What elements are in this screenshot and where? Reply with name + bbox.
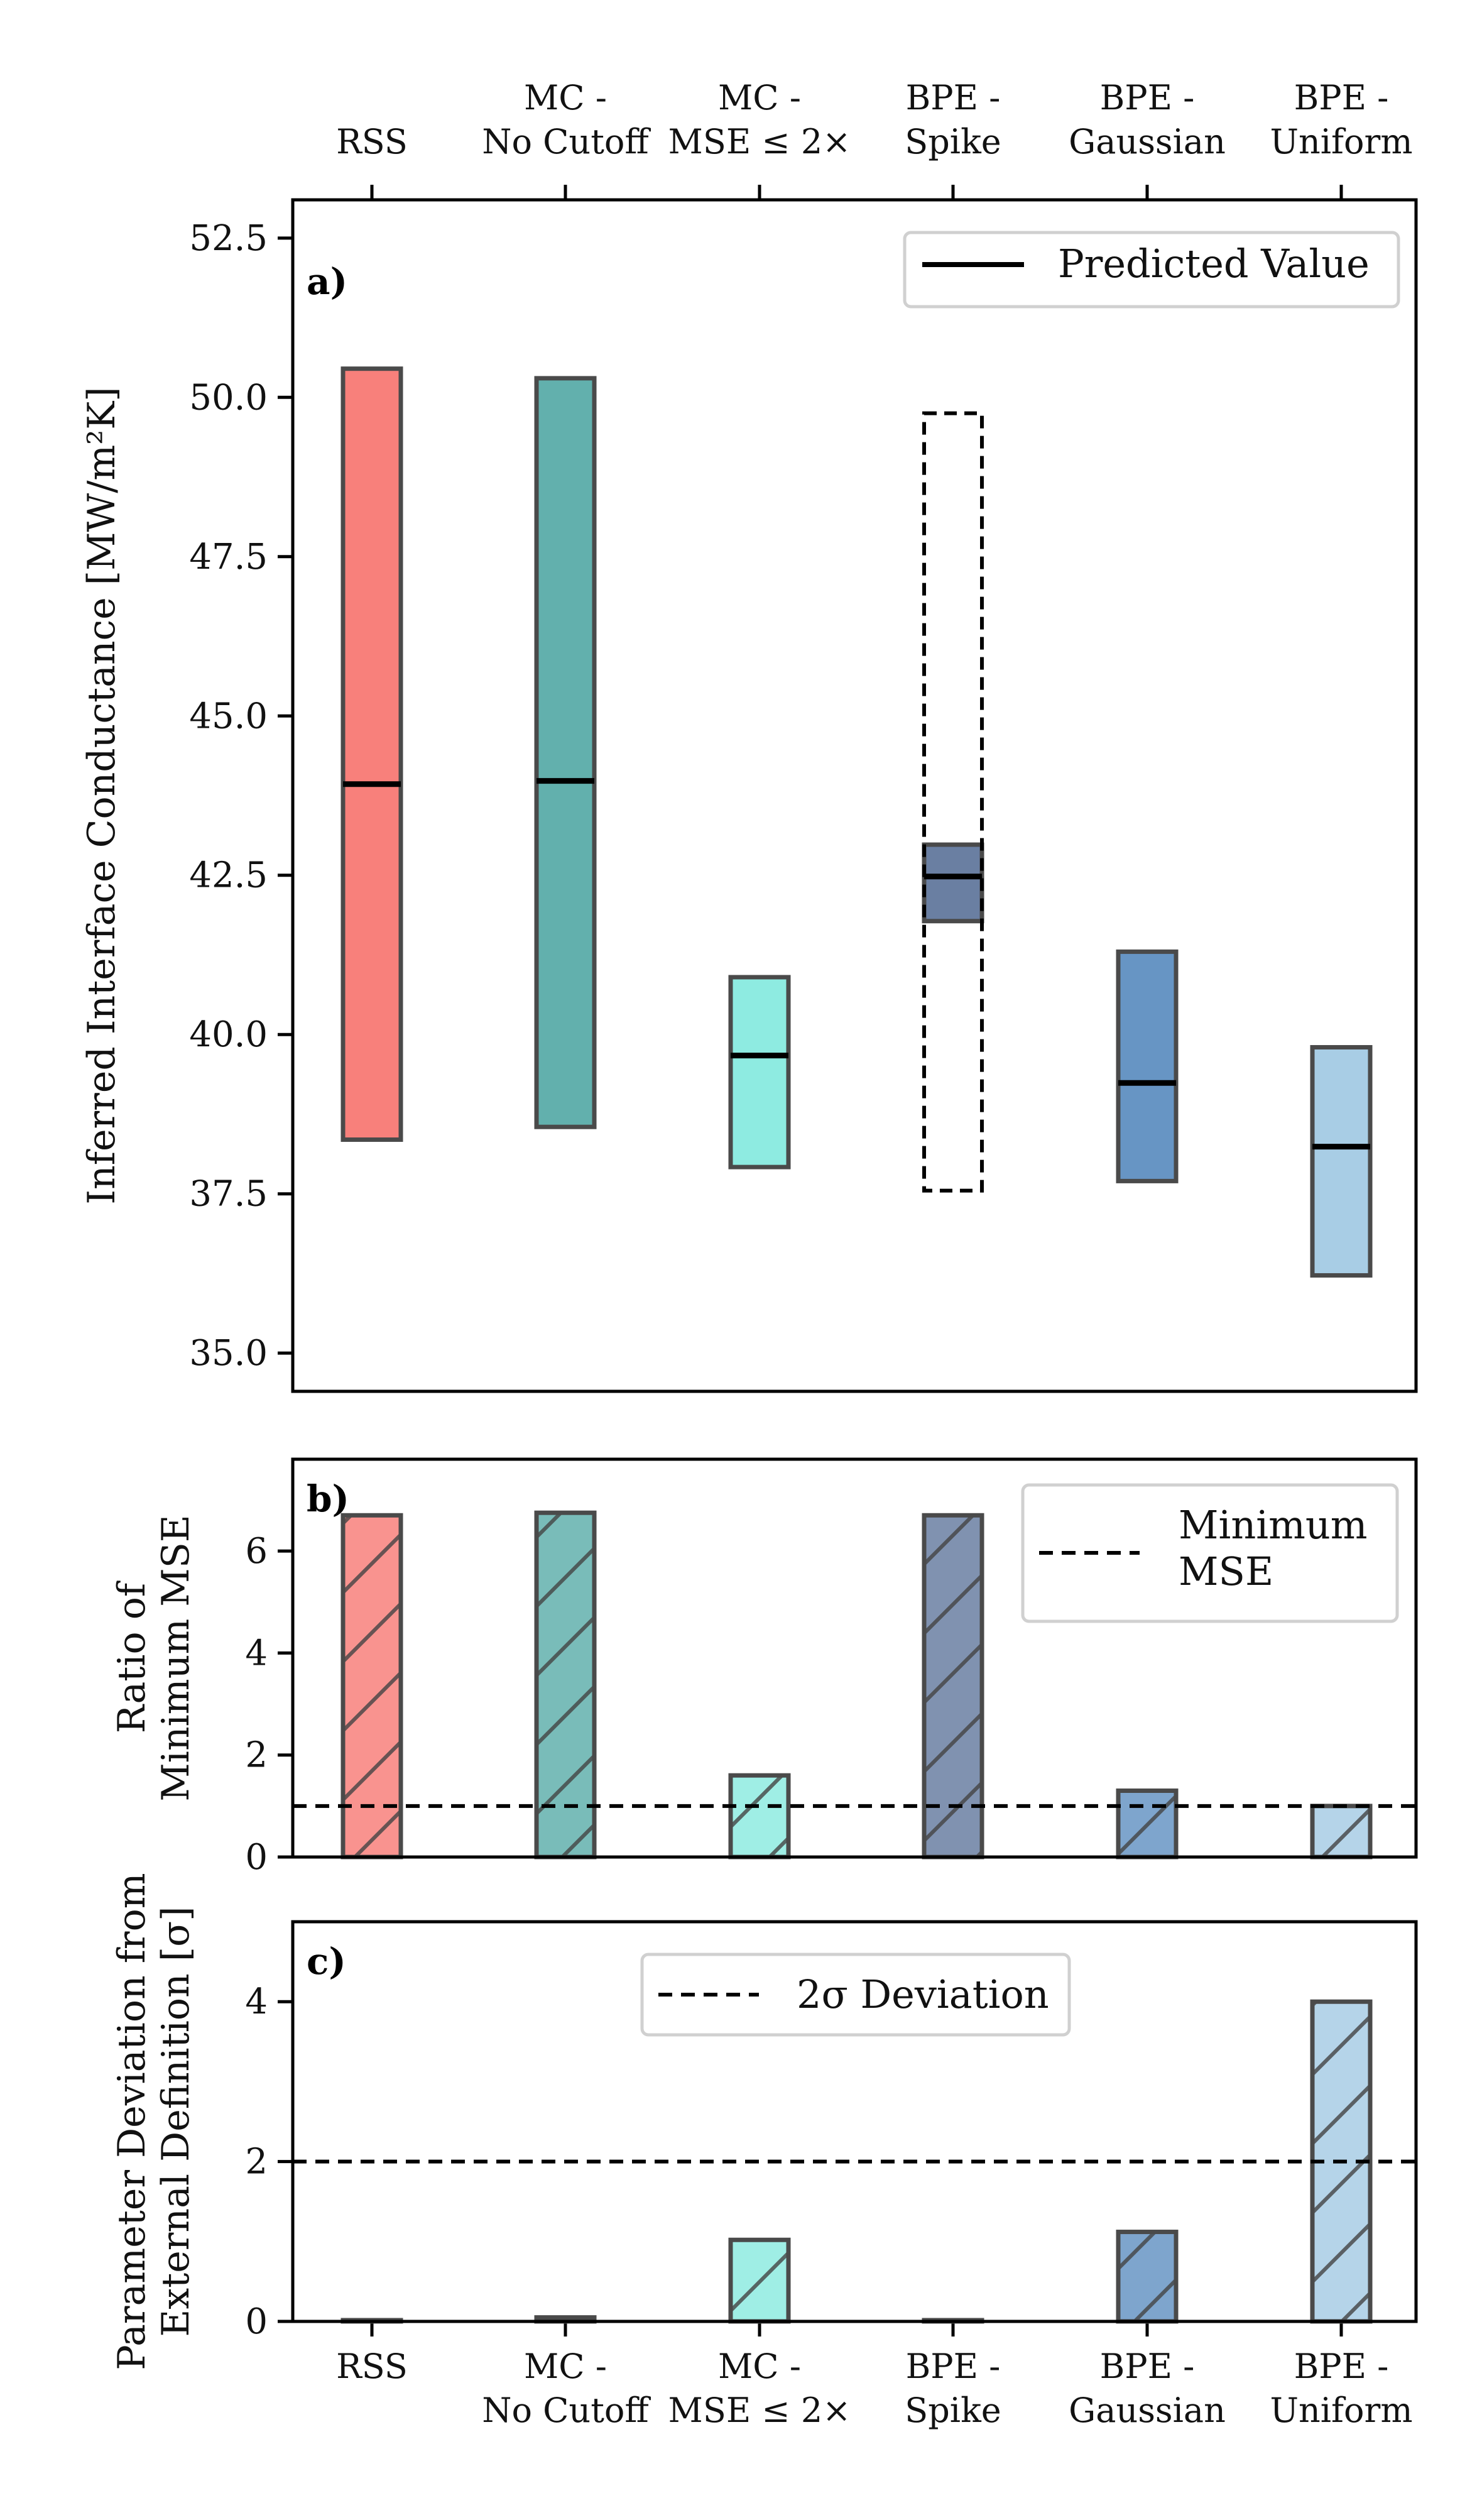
range-bar-rss [341,366,403,1142]
y-axis-title-line: External Definition [σ] [154,1907,198,2337]
panel-a-y-axis-title: Inferred Interface Conductance [MW/m²K] [80,386,124,1204]
category-label-uniform: Uniform [1270,122,1412,162]
panel-b-frame [291,1457,1418,1859]
y-axis-title-line: Parameter Deviation from [110,1873,154,2370]
panel-b-bars [341,1510,1373,1860]
range-bar-mc-mse-2 [728,975,791,1170]
y-tick-label: 2 [245,2142,268,2183]
y-tick-label: 2 [245,1735,268,1776]
category-label-gaussian: Gaussian [1069,122,1226,162]
legend-minimum-mse-label: Minimum MSE [1179,1502,1368,1594]
category-label-mc: MC - [718,2347,801,2386]
legend-box [1021,1483,1399,1623]
y-tick-label: 4 [245,1633,268,1674]
panel-c-y-axis-title: Parameter Deviation fromExternal Definit… [110,1873,198,2370]
y-tick-label: 37.5 [189,1174,268,1215]
category-label-bpe: BPE - [906,78,1001,118]
legend-2sigma-deviation-label: 2σ Deviation [797,1971,1049,2017]
category-label-mc: MC - [718,78,801,118]
y-tick-label: 50.0 [189,377,268,418]
bar-hatch-bpe-uniform [1310,1804,1373,1860]
bar-hatch-mc-no-cutoff [534,1510,597,1860]
legend-box [903,231,1400,309]
y-tick-label: 52.5 [189,218,268,259]
y-tick-label: 6 [245,1531,268,1572]
category-label-mse-2: MSE ≤ 2× [668,2391,851,2430]
panel-c-legend: 2σ Deviation [640,1953,1071,2037]
range-bar-bpe-spike [922,842,984,924]
category-label-no-cutoff: No Cutoff [482,122,651,162]
category-label-no-cutoff: No Cutoff [482,2391,651,2430]
category-label-rss: RSS [336,2347,408,2386]
bar-hatch-bpe-gaussian [1116,2230,1179,2324]
y-tick-label: 47.5 [189,537,268,578]
category-label-bpe: BPE - [1100,78,1195,118]
y-tick-label: 40.0 [189,1014,268,1055]
category-label-bpe: BPE - [1294,2347,1389,2386]
bar-hatch-bpe-spike [922,1513,984,1860]
range-bar-mc-no-cutoff [534,376,597,1129]
category-label-bpe: BPE - [906,2347,1001,2386]
category-label-mse-2: MSE ≤ 2× [668,122,851,162]
legend-box [640,1953,1071,2037]
y-tick-label: 45.0 [189,696,268,737]
bar-hatch-bpe-gaussian [1116,1789,1179,1860]
y-axis-title-line: Ratio of [110,1580,154,1733]
panel-c-parameter-deviation: 0 2 4 RSS MC - No Cutoff MC - MSE ≤ 2× BPE - Spik… [110,1873,1418,2430]
panel-a-frame [291,198,1418,1393]
panel-a-legend: Predicted Value [903,231,1400,309]
panel-c-label: c) [307,1940,346,1983]
y-tick-label: 0 [245,2301,268,2342]
bar-hatch-mc-mse-2 [728,1773,791,1860]
category-label-bpe: BPE - [1100,2347,1195,2386]
category-label-gaussian: Gaussian [1069,2391,1226,2430]
panel-b-label: b) [307,1477,349,1520]
category-label-uniform: Uniform [1270,2391,1412,2430]
panel-b-legend: Minimum MSE [1021,1483,1399,1623]
panel-b-y-axis-title: Ratio ofMinimum MSE [110,1515,198,1801]
category-label-rss: RSS [336,122,408,162]
panel-a-range-bars [341,366,1373,1278]
range-bar-bpe-uniform [1310,1044,1373,1278]
panel-c-frame [291,1920,1418,2323]
y-tick-label: 42.5 [189,855,268,896]
legend-predicted-value-label: Predicted Value [1058,241,1370,287]
category-label-mc: MC - [524,2347,607,2386]
legend-label-line: MSE [1179,1548,1273,1594]
y-tick-label: 35.0 [189,1333,268,1374]
y-axis-title-line: Minimum MSE [154,1515,198,1801]
y-tick-label: 0 [245,1837,268,1878]
category-label-spike: Spike [905,2391,1001,2430]
panel-c-ticks: 0 2 4 RSS MC - No Cutoff MC - MSE ≤ 2× BPE - Spik… [245,1981,1412,2430]
panel-b-ticks: 0 2 4 6 [245,1531,293,1878]
panel-a-label: a) [307,260,347,303]
category-label-mc: MC - [524,78,607,118]
category-label-bpe: BPE - [1294,78,1389,118]
legend-label-line: Minimum [1179,1502,1368,1548]
y-tick-label: 4 [245,1981,268,2022]
range-bar-bpe-gaussian [1116,949,1179,1183]
bar-hatch-mc-mse-2 [728,2237,791,2324]
category-label-spike: Spike [905,122,1001,162]
dashed-range-bpe-spike [922,411,984,1193]
